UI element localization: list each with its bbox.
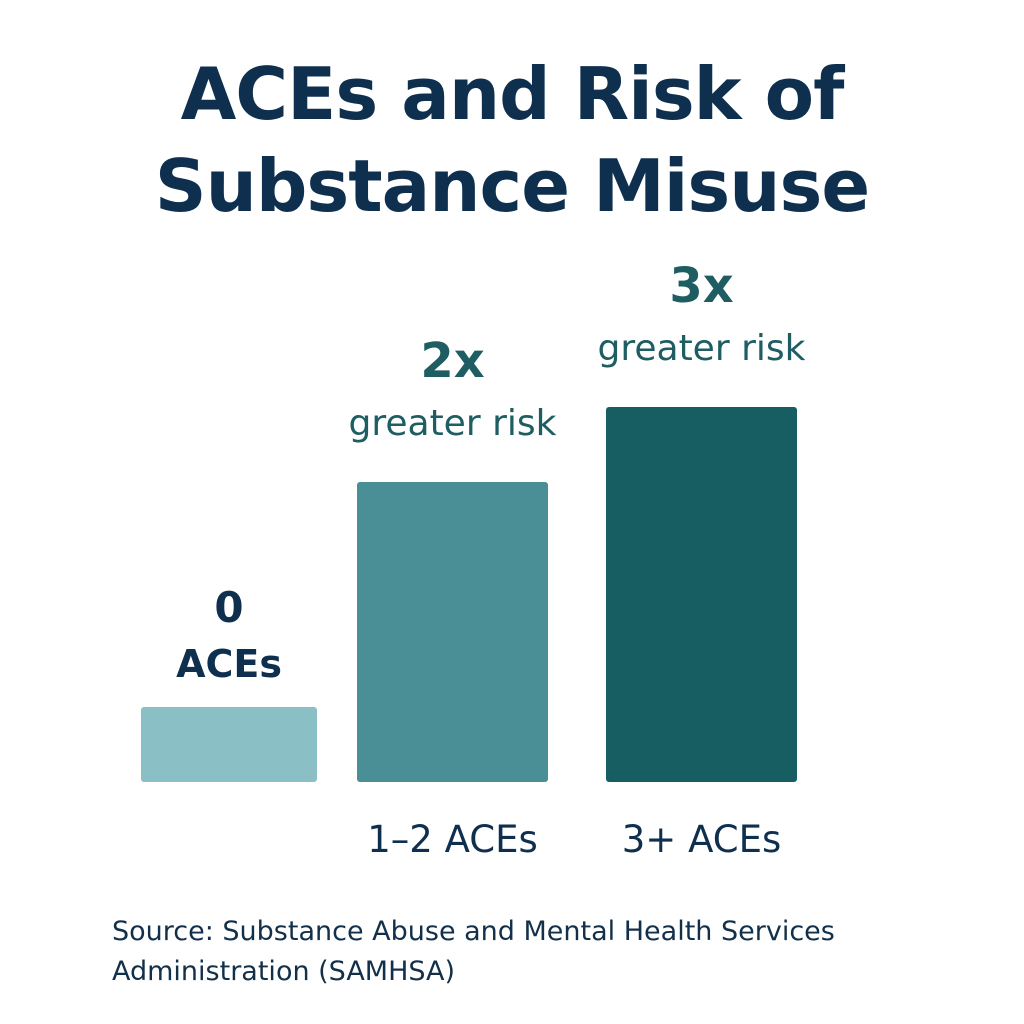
- title-line-1: ACEs and Risk of: [180, 52, 845, 136]
- value-sublabel-1: ACEs: [176, 642, 282, 686]
- bar-2: [357, 482, 548, 782]
- title-line-2: Substance Misuse: [154, 144, 870, 228]
- value-sublabel-2: greater risk: [349, 403, 557, 444]
- bar-3: [606, 407, 797, 782]
- bar-1: [141, 707, 317, 782]
- value-label-1: 0: [214, 583, 243, 632]
- category-label-3: 3+ ACEs: [622, 818, 781, 861]
- value-sublabel-3: greater risk: [598, 328, 806, 369]
- value-label-3: 3x: [669, 258, 733, 314]
- page-title: ACEs and Risk of Substance Misuse: [0, 48, 1024, 232]
- value-label-2: 2x: [420, 333, 484, 389]
- source-note: Source: Substance Abuse and Mental Healt…: [112, 916, 835, 987]
- category-label-2: 1–2 ACEs: [367, 818, 538, 861]
